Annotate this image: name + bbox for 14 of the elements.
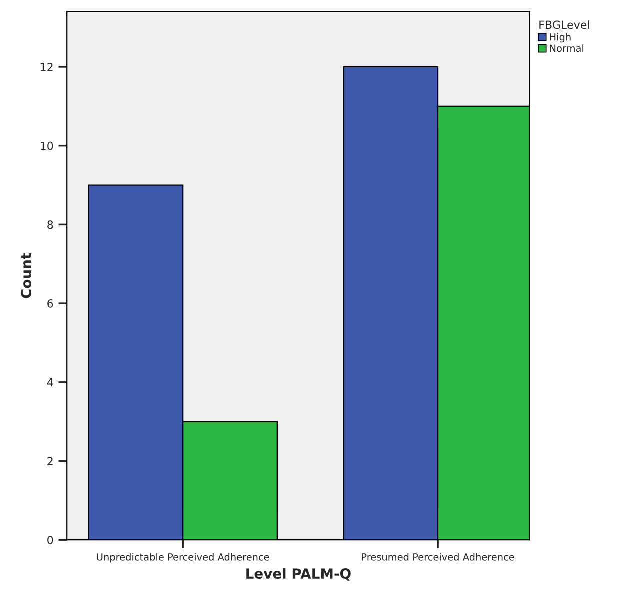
legend-title: FBGLevel xyxy=(540,20,590,30)
y-axis-title: Count xyxy=(21,253,32,298)
y-tick-label: 8 xyxy=(48,220,54,230)
y-tick-label: 4 xyxy=(47,378,54,387)
y-tick-label: 2 xyxy=(48,457,53,466)
legend-label: Normal xyxy=(550,44,584,52)
legend-label: High xyxy=(550,33,571,43)
x-tick-label: Presumed Perceived Adherence xyxy=(362,553,514,561)
y-tick-label: 10 xyxy=(40,142,54,150)
y-tick-label: 0 xyxy=(48,536,54,544)
x-tick-label: Unpredictable Perceived Adherence xyxy=(97,553,270,563)
y-tick-label: 12 xyxy=(40,62,53,72)
x-axis-title: Level PALM-Q xyxy=(246,568,351,581)
y-tick-label: 6 xyxy=(48,300,54,308)
